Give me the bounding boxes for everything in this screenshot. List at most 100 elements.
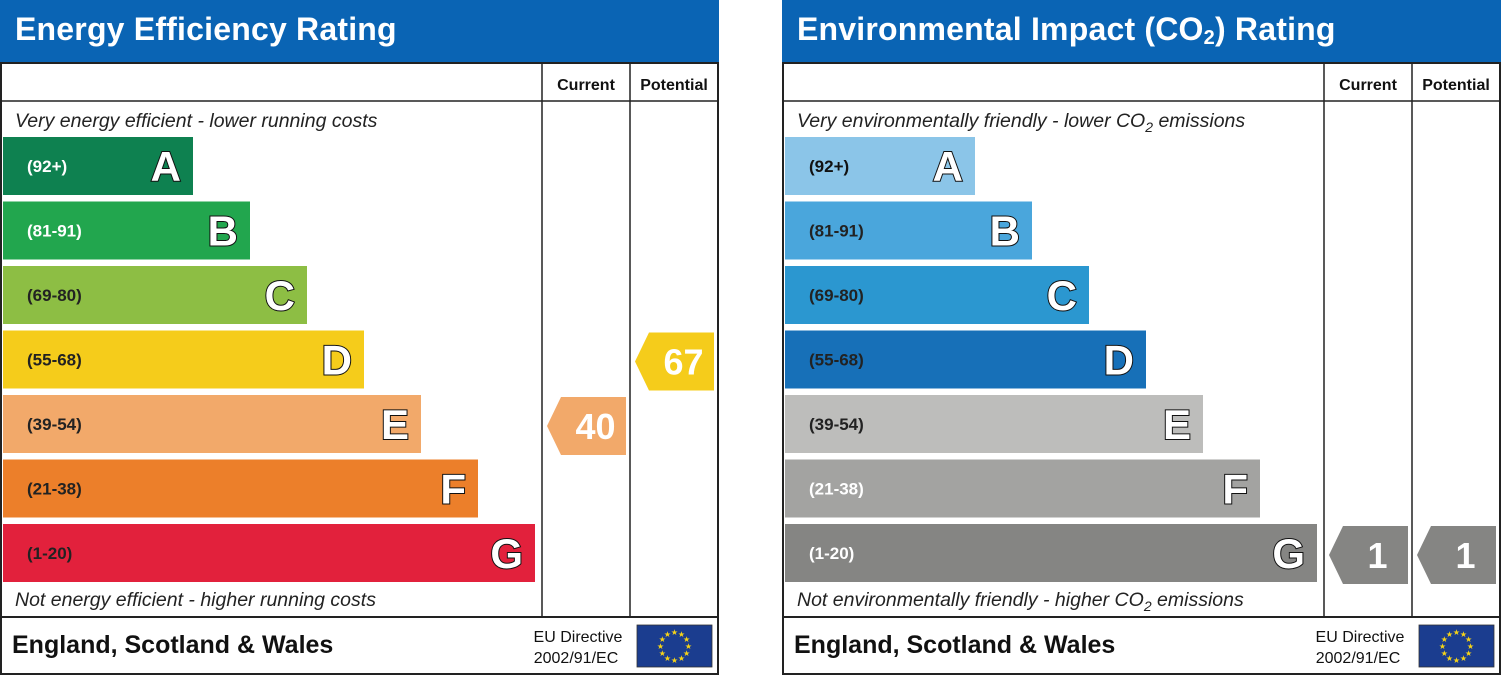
svg-text:★: ★ [1441, 635, 1448, 644]
eu-flag-icon: ★ ★★★★★★★★★★★ [636, 624, 713, 668]
svg-text:★: ★ [1441, 649, 1448, 658]
ee-band-bar-g [3, 524, 535, 582]
svg-text:★: ★ [664, 654, 671, 663]
ei-band-letter-a: A [933, 143, 963, 190]
ee-footer-directive-line2: 2002/91/EC [534, 650, 619, 667]
ei-band-bar-g [785, 524, 1317, 582]
environmental-impact-title-bar: Environmental Impact (CO2) Rating [782, 0, 1501, 62]
ee-band-letter-c: C [265, 272, 295, 319]
ei-band-bar-f [785, 459, 1260, 518]
ee-band-range-a: (92+) [27, 157, 67, 176]
ee-band-bar-d [3, 330, 364, 389]
svg-text:★: ★ [659, 649, 666, 658]
ee-band-range-b: (81-91) [27, 222, 82, 241]
ei-potential-marker: 1 [1417, 526, 1496, 584]
ee-footer-region: England, Scotland & Wales [12, 631, 333, 659]
ei-band-bar-c [785, 266, 1089, 324]
ei-band-letter-f: F [1222, 466, 1248, 513]
ei-frame [782, 62, 1501, 675]
energy-efficiency-chart: Current Potential Very energy efficient -… [0, 62, 719, 675]
ee-band-letter-d: D [322, 337, 352, 384]
ei-column-header-potential: Potential [1422, 77, 1490, 94]
ei-band-range-e: (39-54) [809, 415, 864, 434]
ee-band-bar-e [3, 395, 421, 453]
eu-flag-icon: ★ ★★★★★★★★★★★ [1418, 624, 1495, 668]
ei-footer-directive-line1: EU Directive [1316, 629, 1405, 646]
svg-text:★: ★ [659, 635, 666, 644]
ei-band-letter-d: D [1104, 337, 1134, 384]
ei-band-bar-d [785, 330, 1146, 389]
ei-band-g: (1-20) G [785, 524, 1317, 582]
svg-text:★: ★ [1446, 654, 1453, 663]
ee-band-a: (92+) A [3, 137, 193, 195]
ei-band-letter-g: G [1272, 530, 1305, 577]
ee-footer-directive-line1: EU Directive [534, 629, 623, 646]
ei-potential-value: 1 [1455, 535, 1475, 576]
ee-band-bar-c [3, 266, 307, 324]
svg-text:★: ★ [671, 656, 678, 665]
ei-band-f: (21-38) F [785, 459, 1260, 518]
ei-band-range-c: (69-80) [809, 286, 864, 305]
energy-efficiency-panel: Energy Efficiency Rating Current Potentia… [0, 0, 719, 675]
ei-band-bar-e [785, 395, 1203, 453]
ei-current-arrow [1329, 526, 1408, 584]
environmental-impact-title: Environmental Impact (CO2) Rating [797, 11, 1336, 48]
ee-band-d: (55-68) D [3, 330, 364, 389]
svg-text:★: ★ [678, 630, 685, 639]
ee-band-c: (69-80) C [3, 266, 307, 324]
ei-caption-bottom: Not environmentally friendly - higher CO… [797, 589, 1244, 614]
ei-band-range-b: (81-91) [809, 222, 864, 241]
ei-current-value: 1 [1367, 535, 1387, 576]
svg-text:★: ★ [1467, 642, 1474, 651]
ei-band-a: (92+) A [785, 137, 975, 195]
ei-band-letter-e: E [1163, 401, 1191, 448]
svg-text:★: ★ [1460, 630, 1467, 639]
ee-current-arrow [547, 397, 626, 455]
ee-band-range-c: (69-80) [27, 286, 82, 305]
svg-text:★: ★ [1465, 635, 1472, 644]
ei-band-range-a: (92+) [809, 157, 849, 176]
ee-frame [0, 62, 719, 675]
ee-column-header-potential: Potential [640, 77, 708, 94]
ei-column-header-current: Current [1339, 77, 1397, 94]
ei-current-marker: 1 [1329, 526, 1408, 584]
svg-text:★: ★ [678, 654, 685, 663]
ee-band-bar-f [3, 459, 478, 518]
ee-band-letter-b: B [208, 208, 238, 255]
svg-text:★: ★ [1453, 656, 1460, 665]
ee-band-bar-a [3, 137, 193, 195]
environmental-impact-panel: Environmental Impact (CO2) Rating Curren… [782, 0, 1501, 675]
energy-efficiency-title-bar: Energy Efficiency Rating [0, 0, 719, 62]
ei-band-range-f: (21-38) [809, 480, 864, 499]
ei-band-e: (39-54) E [785, 395, 1203, 453]
ei-footer-directive-line2: 2002/91/EC [1316, 650, 1401, 667]
ei-band-bar-b [785, 201, 1032, 260]
svg-text:★: ★ [1439, 642, 1446, 651]
ee-band-range-f: (21-38) [27, 480, 82, 499]
ee-band-f: (21-38) F [3, 459, 478, 518]
svg-text:★: ★ [683, 649, 690, 658]
ei-band-letter-b: B [990, 208, 1020, 255]
svg-text:★: ★ [1460, 654, 1467, 663]
ei-band-bar-a [785, 137, 975, 195]
ee-potential-arrow [635, 332, 714, 391]
ee-band-b: (81-91) B [3, 201, 250, 260]
svg-text:★: ★ [657, 642, 664, 651]
ee-current-value: 40 [575, 406, 615, 447]
ee-band-range-g: (1-20) [27, 544, 72, 563]
ei-footer-region: England, Scotland & Wales [794, 631, 1115, 659]
ee-caption-bottom: Not energy efficient - higher running co… [15, 589, 376, 611]
ei-band-b: (81-91) B [785, 201, 1032, 260]
svg-text:★: ★ [1446, 630, 1453, 639]
ee-caption-top: Very energy efficient - lower running co… [15, 110, 378, 132]
energy-efficiency-title: Energy Efficiency Rating [15, 11, 397, 47]
environmental-impact-title-main: Environmental Impact (CO [797, 11, 1204, 47]
svg-text:★: ★ [1465, 649, 1472, 658]
ee-band-range-d: (55-68) [27, 351, 82, 370]
ei-band-c: (69-80) C [785, 266, 1089, 324]
ee-potential-value: 67 [663, 342, 703, 383]
ei-potential-arrow [1417, 526, 1496, 584]
ei-band-letter-c: C [1047, 272, 1077, 319]
svg-text:★: ★ [1453, 628, 1460, 637]
ee-band-letter-a: A [151, 143, 181, 190]
